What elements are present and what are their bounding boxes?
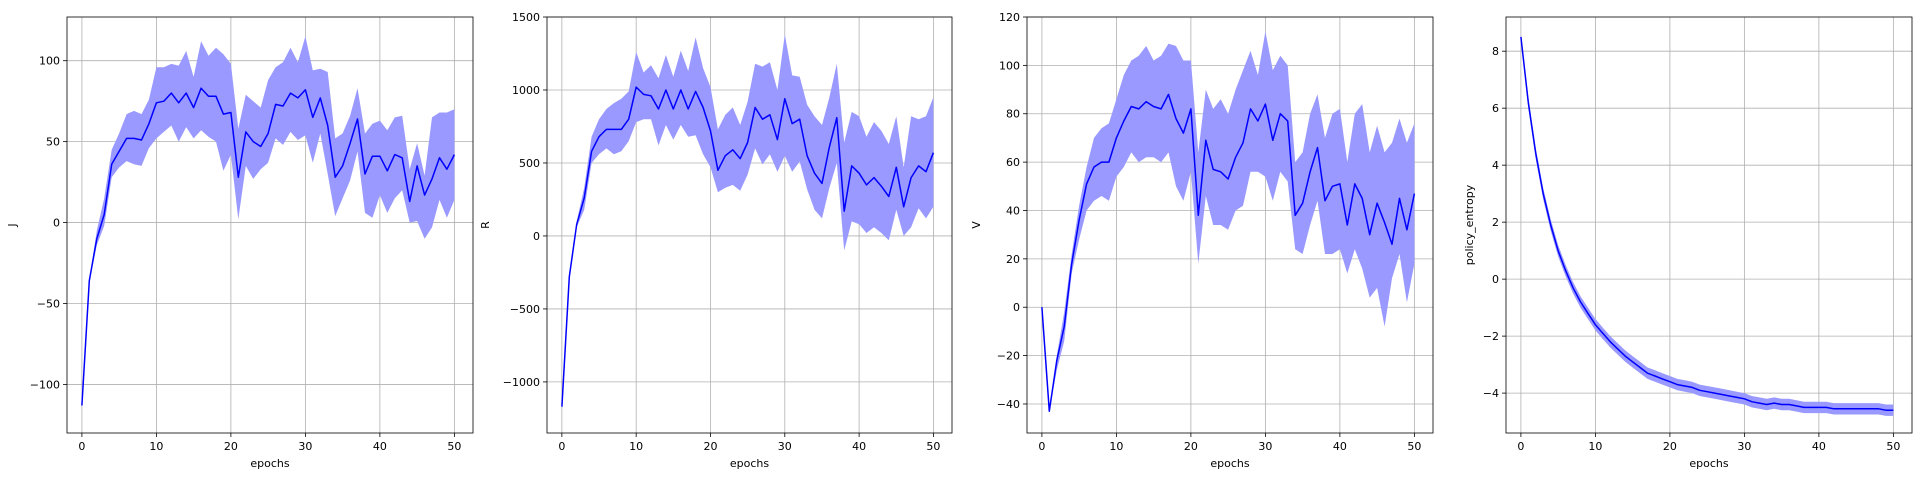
chart-3-y-tick-label: 0 bbox=[1492, 273, 1499, 286]
chart-2-y-tick-label: 40 bbox=[1006, 204, 1020, 217]
chart-0-x-tick-label: 30 bbox=[298, 440, 312, 453]
chart-3-x-axis-label: epochs bbox=[1689, 457, 1728, 470]
chart-0-y-tick-label: 100 bbox=[39, 55, 60, 68]
chart-2-x-tick-label: 0 bbox=[1038, 440, 1045, 453]
chart-2-y-tick-label: 80 bbox=[1006, 108, 1020, 121]
chart-1-y-axis-label: R bbox=[479, 221, 492, 229]
chart-1-mean-line bbox=[561, 86, 935, 407]
chart-3-y-tick-label: −4 bbox=[1483, 387, 1499, 400]
chart-2-x-tick-label: 20 bbox=[1184, 440, 1198, 453]
chart-2-y-tick-label: 60 bbox=[1006, 156, 1020, 169]
chart-0-x-tick-label: 40 bbox=[373, 440, 387, 453]
chart-2-y-tick-label: −40 bbox=[997, 398, 1020, 411]
chart-2-y-tick-label: 100 bbox=[999, 59, 1020, 72]
chart-3-x-tick-label: 20 bbox=[1663, 440, 1677, 453]
chart-3-axes-frame bbox=[1505, 16, 1913, 434]
chart-1-std-band bbox=[561, 34, 934, 407]
chart-3-y-tick-label: 8 bbox=[1492, 45, 1499, 58]
chart-0-y-axis-label: J bbox=[6, 223, 19, 227]
chart-2-mean-line bbox=[1041, 93, 1416, 412]
chart-3-x-tick-label: 40 bbox=[1812, 440, 1826, 453]
chart-0-x-tick-label: 10 bbox=[149, 440, 163, 453]
chart-1-x-tick-label: 10 bbox=[629, 440, 643, 453]
subplot-J: 0 10 20 30 40 50 −100 −50 0 50 100 epochs J bbox=[6, 16, 474, 470]
chart-1-x-tick-label: 50 bbox=[926, 440, 940, 453]
chart-2-x-tick-label: 10 bbox=[1109, 440, 1123, 453]
chart-1-y-tick-label: 500 bbox=[519, 157, 540, 170]
subplot-V: 0 10 20 30 40 50 −40 −20 0 20 40 60 80 100 120 epochs V bbox=[970, 11, 1434, 470]
chart-3-x-tick-label: 10 bbox=[1588, 440, 1602, 453]
chart-1-x-axis-label: epochs bbox=[730, 457, 769, 470]
chart-3-x-tick-label: 50 bbox=[1886, 440, 1900, 453]
chart-1-y-tick-label: −1000 bbox=[503, 376, 540, 389]
chart-1-axes-frame bbox=[546, 16, 953, 434]
chart-1-y-tick-label: 1500 bbox=[512, 11, 540, 24]
chart-2-y-tick-label: 0 bbox=[1013, 301, 1020, 314]
chart-1-x-tick-label: 20 bbox=[703, 440, 717, 453]
chart-0-y-tick-label: −50 bbox=[37, 298, 60, 311]
chart-3-y-tick-label: 6 bbox=[1492, 102, 1499, 115]
chart-2-x-tick-label: 50 bbox=[1407, 440, 1421, 453]
chart-2-std-band bbox=[1041, 31, 1415, 412]
chart-2-x-tick-label: 30 bbox=[1258, 440, 1272, 453]
chart-3-x-tick-label: 0 bbox=[1517, 440, 1524, 453]
chart-1-y-tick-label: 0 bbox=[533, 230, 540, 243]
subplot-policy-entropy: 0 10 20 30 40 50 −4 −2 0 2 4 6 8 epochs policy_entropy bbox=[1463, 16, 1913, 470]
chart-3-y-tick-label: 4 bbox=[1492, 159, 1499, 172]
chart-1-x-tick-label: 0 bbox=[558, 440, 565, 453]
chart-0-y-tick-label: 50 bbox=[46, 136, 60, 149]
chart-0-y-tick-label: 0 bbox=[53, 217, 60, 230]
chart-2-x-tick-label: 40 bbox=[1333, 440, 1347, 453]
chart-0-y-tick-label: −100 bbox=[30, 378, 60, 391]
chart-3-y-tick-label: 2 bbox=[1492, 216, 1499, 229]
chart-2-x-axis-label: epochs bbox=[1210, 457, 1249, 470]
chart-2-y-tick-label: −20 bbox=[997, 350, 1020, 363]
chart-0-x-tick-label: 0 bbox=[78, 440, 85, 453]
chart-1-x-tick-label: 40 bbox=[852, 440, 866, 453]
chart-2-axes-frame bbox=[1026, 16, 1434, 434]
chart-1-x-tick-label: 30 bbox=[778, 440, 792, 453]
chart-3-x-tick-label: 30 bbox=[1737, 440, 1751, 453]
chart-0-x-tick-label: 50 bbox=[447, 440, 461, 453]
chart-2-y-tick-label: 120 bbox=[999, 11, 1020, 24]
chart-2-y-axis-label: V bbox=[970, 221, 983, 229]
chart-3-y-tick-label: −2 bbox=[1483, 330, 1499, 343]
chart-1-y-tick-label: 1000 bbox=[512, 84, 540, 97]
chart-3-y-axis-label: policy_entropy bbox=[1463, 184, 1476, 265]
chart-3-std-band bbox=[1520, 34, 1894, 416]
chart-0-axes-frame bbox=[66, 16, 474, 434]
chart-0-mean-line bbox=[81, 87, 456, 406]
chart-0-x-tick-label: 20 bbox=[224, 440, 238, 453]
chart-0-std-band bbox=[81, 36, 455, 406]
chart-2-y-tick-label: 20 bbox=[1006, 253, 1020, 266]
chart-3-mean-line bbox=[1520, 36, 1894, 411]
subplot-R: 0 10 20 30 40 50 −1000 −500 0 500 1000 1500 epochs R bbox=[479, 11, 953, 470]
chart-1-y-tick-label: −500 bbox=[510, 303, 540, 316]
chart-0-x-axis-label: epochs bbox=[250, 457, 289, 470]
